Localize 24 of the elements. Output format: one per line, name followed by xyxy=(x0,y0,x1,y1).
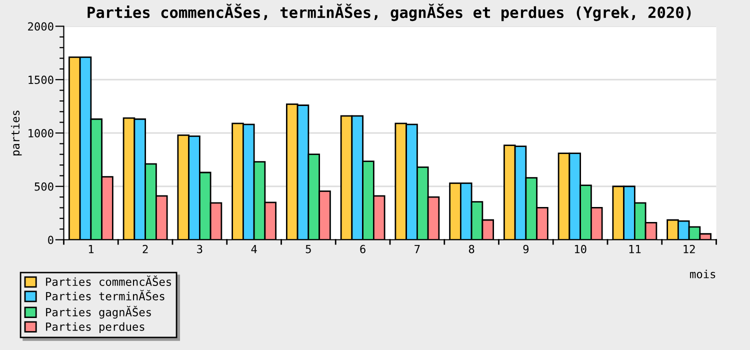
y-tick-label: 1000 xyxy=(28,129,54,138)
x-tick-label: 2 xyxy=(142,244,148,254)
y-tick-label: 500 xyxy=(34,182,54,191)
x-axis-title: mois xyxy=(690,270,716,278)
x-tick-label: 12 xyxy=(684,244,695,254)
legend-label: Parties commencĂŠes xyxy=(46,275,171,286)
x-tick-label: 5 xyxy=(306,245,311,254)
x-tick-label: 3 xyxy=(197,244,202,254)
legend-label: Parties gagnĂŠes xyxy=(46,306,151,319)
x-tick-label: 1 xyxy=(88,245,94,254)
chart-title: Parties commencĂŠes, terminĂŠes, gagnĂŠes et perdues (Ygrek, 2020) xyxy=(88,4,691,22)
y-tick-label: 0 xyxy=(48,236,54,244)
legend-label: Parties terminĂŠes xyxy=(46,290,164,300)
x-tick-label: 9 xyxy=(523,244,529,254)
y-tick-label: 1500 xyxy=(28,76,54,84)
x-tick-label: 8 xyxy=(468,244,474,254)
y-axis-title: parties xyxy=(10,110,22,156)
y-tick-label: 2000 xyxy=(28,22,54,31)
x-tick-label: 6 xyxy=(360,244,366,254)
x-tick-label: 7 xyxy=(414,245,420,254)
legend-label: Parties perdues xyxy=(46,322,144,333)
x-tick-label: 4 xyxy=(251,245,257,254)
x-tick-label: 11 xyxy=(629,245,641,254)
x-tick-label: 10 xyxy=(574,244,586,254)
